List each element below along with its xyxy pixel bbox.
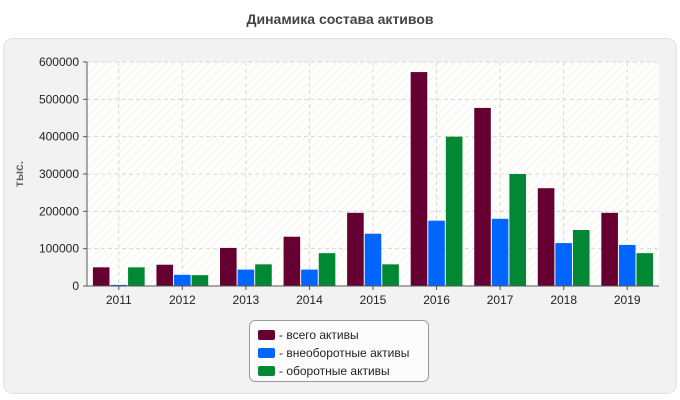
bar-2-2013 bbox=[255, 264, 272, 286]
y-tick-label: 500000 bbox=[39, 92, 79, 106]
x-tick-label: 2014 bbox=[296, 293, 323, 307]
bar-2-2015 bbox=[382, 264, 399, 286]
legend-label-noncurrent-assets: - внеоборотные активы bbox=[279, 346, 410, 360]
bar-1-2017 bbox=[491, 218, 509, 286]
x-tick-label: 2018 bbox=[550, 293, 577, 307]
bar-2-2012 bbox=[191, 275, 209, 286]
bar-1-2014 bbox=[301, 269, 318, 286]
legend-swatch-total-assets bbox=[258, 330, 275, 340]
bar-0-2016 bbox=[410, 72, 428, 286]
bar-2-2016 bbox=[445, 136, 463, 286]
y-tick-label: 0 bbox=[72, 279, 79, 293]
bar-2-2011 bbox=[128, 267, 145, 286]
y-tick-label: 600000 bbox=[39, 55, 79, 69]
x-tick-label: 2016 bbox=[423, 293, 450, 307]
x-tick-label: 2011 bbox=[106, 293, 132, 307]
bar-2-2014 bbox=[318, 253, 336, 286]
x-tick-label: 2012 bbox=[169, 293, 196, 307]
bar-0-2019 bbox=[601, 212, 618, 286]
bar-0-2017 bbox=[474, 107, 491, 286]
bar-1-2018 bbox=[555, 243, 572, 286]
chart-title: Динамика состава активов bbox=[246, 11, 434, 27]
bar-2-2018 bbox=[572, 230, 590, 286]
bar-0-2018 bbox=[537, 188, 555, 286]
x-tick-label: 2013 bbox=[233, 293, 260, 307]
legend-swatch-noncurrent-assets bbox=[258, 348, 275, 358]
bar-1-2016 bbox=[428, 220, 445, 286]
bar-0-2011 bbox=[92, 267, 110, 286]
bar-1-2019 bbox=[618, 244, 636, 286]
y-tick-label: 100000 bbox=[39, 242, 79, 256]
y-tick-label: 200000 bbox=[39, 204, 79, 218]
y-tick-label: 400000 bbox=[39, 130, 79, 144]
bar-0-2012 bbox=[156, 264, 174, 286]
bar-1-2012 bbox=[174, 274, 191, 286]
legend-item-noncurrent-assets: - внеоборотные активы bbox=[258, 344, 428, 362]
chart-legend: - всего активы - внеоборотные активы - о… bbox=[249, 320, 429, 382]
bar-0-2013 bbox=[220, 247, 237, 286]
legend-label-current-assets: - оборотные активы bbox=[279, 364, 390, 378]
x-tick-label: 2019 bbox=[614, 293, 641, 307]
bar-1-2013 bbox=[237, 269, 255, 286]
bar-0-2015 bbox=[347, 212, 364, 286]
bar-0-2014 bbox=[283, 236, 301, 286]
bar-2-2017 bbox=[509, 174, 526, 286]
x-tick-label: 2015 bbox=[360, 293, 387, 307]
legend-item-current-assets: - оборотные активы bbox=[258, 362, 428, 380]
y-tick-label: 300000 bbox=[39, 167, 79, 181]
legend-label-total-assets: - всего активы bbox=[279, 328, 359, 342]
bar-1-2011 bbox=[110, 284, 128, 286]
bar-1-2015 bbox=[364, 233, 382, 286]
x-tick-label: 2017 bbox=[487, 293, 514, 307]
legend-item-total-assets: - всего активы bbox=[258, 326, 428, 344]
legend-swatch-current-assets bbox=[258, 366, 275, 376]
bar-2-2019 bbox=[636, 253, 654, 286]
y-axis-label: тыс. bbox=[12, 161, 26, 187]
